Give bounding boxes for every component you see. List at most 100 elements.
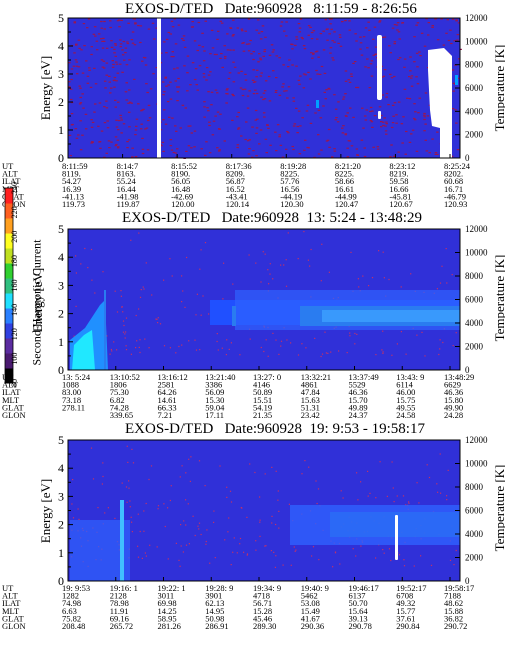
table-row-label: MLT: [2, 606, 20, 616]
panel3-y2label: Temperature [K]: [492, 464, 505, 552]
noise-dot: [108, 81, 111, 83]
noise-dot: [409, 70, 412, 72]
noise-dot: [197, 21, 201, 24]
noise-dot: [375, 557, 377, 559]
noise-dot: [297, 354, 300, 356]
noise-dot: [193, 40, 197, 42]
noise-dot: [119, 63, 122, 65]
noise-dot: [185, 524, 187, 526]
noise-dot: [239, 543, 241, 545]
noise-dot: [286, 130, 289, 133]
noise-dot: [252, 69, 255, 71]
y2-tick-label: 2000: [465, 130, 484, 140]
noise-dot: [212, 120, 216, 122]
table-cell: 120.14: [226, 199, 250, 209]
noise-dot: [120, 290, 122, 292]
y2-tick-label: 2000: [465, 342, 484, 352]
panel3-title: EXOS-D/TED Date:960928 19: 9:53 - 19:58:…: [125, 421, 425, 437]
noise-dot: [72, 517, 75, 519]
y2-tick-label: 4000: [465, 318, 484, 328]
noise-dot: [268, 54, 272, 56]
noise-dot: [451, 274, 453, 276]
noise-dot: [333, 150, 337, 152]
noise-dot: [239, 537, 242, 540]
noise-dot: [455, 20, 458, 22]
noise-dot: [318, 559, 320, 561]
table-cell: 1088: [62, 380, 79, 390]
noise-dot: [167, 558, 169, 560]
noise-dot: [72, 479, 74, 481]
noise-dot: [332, 59, 335, 61]
table-cell: 13: 5:24: [62, 372, 91, 382]
noise-dot: [149, 544, 151, 546]
noise-dot: [382, 352, 384, 354]
noise-dot: [456, 34, 460, 36]
noise-dot: [410, 133, 413, 135]
noise-dot: [278, 527, 280, 529]
noise-dot: [449, 559, 452, 561]
colorbar-tick-label: 80: [10, 379, 19, 387]
noise-dot: [79, 102, 83, 104]
noise-dot: [372, 38, 375, 40]
noise-dot: [283, 264, 285, 266]
panel1-feature: [455, 75, 458, 85]
noise-dot: [231, 119, 234, 121]
noise-dot: [186, 72, 189, 74]
noise-dot: [383, 552, 385, 554]
table-cell: 16.52: [226, 184, 245, 194]
table-cell: 7188: [444, 591, 461, 601]
noise-dot: [127, 461, 129, 463]
noise-dot: [403, 88, 407, 90]
noise-dot: [410, 77, 413, 79]
noise-dot: [139, 41, 142, 44]
noise-dot: [171, 51, 174, 53]
noise-dot: [277, 499, 279, 501]
noise-dot: [121, 482, 123, 484]
noise-dot: [101, 483, 103, 485]
noise-dot: [91, 279, 93, 281]
noise-dot: [298, 31, 301, 33]
noise-dot: [180, 545, 182, 547]
noise-dot: [145, 555, 147, 557]
noise-dot: [278, 136, 281, 138]
noise-dot: [362, 127, 365, 129]
noise-dot: [128, 89, 131, 91]
noise-dot: [125, 64, 129, 66]
noise-dot: [309, 78, 312, 80]
noise-dot: [247, 153, 251, 155]
table-cell: 8202.: [444, 169, 463, 179]
noise-dot: [309, 26, 312, 28]
noise-dot: [75, 61, 78, 63]
noise-dot: [163, 345, 166, 347]
table-cell: 50.70: [349, 598, 368, 608]
noise-dot: [275, 150, 278, 152]
noise-dot: [81, 93, 84, 95]
noise-dot: [125, 331, 127, 333]
noise-dot: [139, 25, 143, 27]
noise-dot: [358, 286, 360, 288]
noise-dot: [278, 353, 280, 355]
noise-dot: [69, 88, 73, 90]
table-cell: 19:16: 1: [110, 583, 138, 593]
noise-dot: [355, 86, 358, 89]
noise-dot: [195, 84, 198, 86]
noise-dot: [161, 141, 165, 143]
noise-dot: [128, 101, 132, 103]
noise-dot: [159, 323, 162, 325]
noise-dot: [406, 97, 409, 99]
noise-dot: [103, 122, 107, 124]
noise-dot: [274, 91, 278, 93]
noise-dot: [295, 38, 299, 40]
table-cell: 19:58:17: [444, 583, 474, 593]
noise-dot: [131, 531, 133, 533]
y-tick-label: 5: [58, 433, 64, 447]
noise-dot: [396, 343, 398, 345]
noise-dot: [115, 61, 118, 63]
noise-dot: [129, 500, 131, 502]
noise-dot: [278, 510, 280, 512]
noise-dot: [427, 22, 431, 24]
noise-dot: [144, 128, 147, 130]
noise-dot: [213, 510, 215, 512]
noise-dot: [436, 483, 438, 485]
